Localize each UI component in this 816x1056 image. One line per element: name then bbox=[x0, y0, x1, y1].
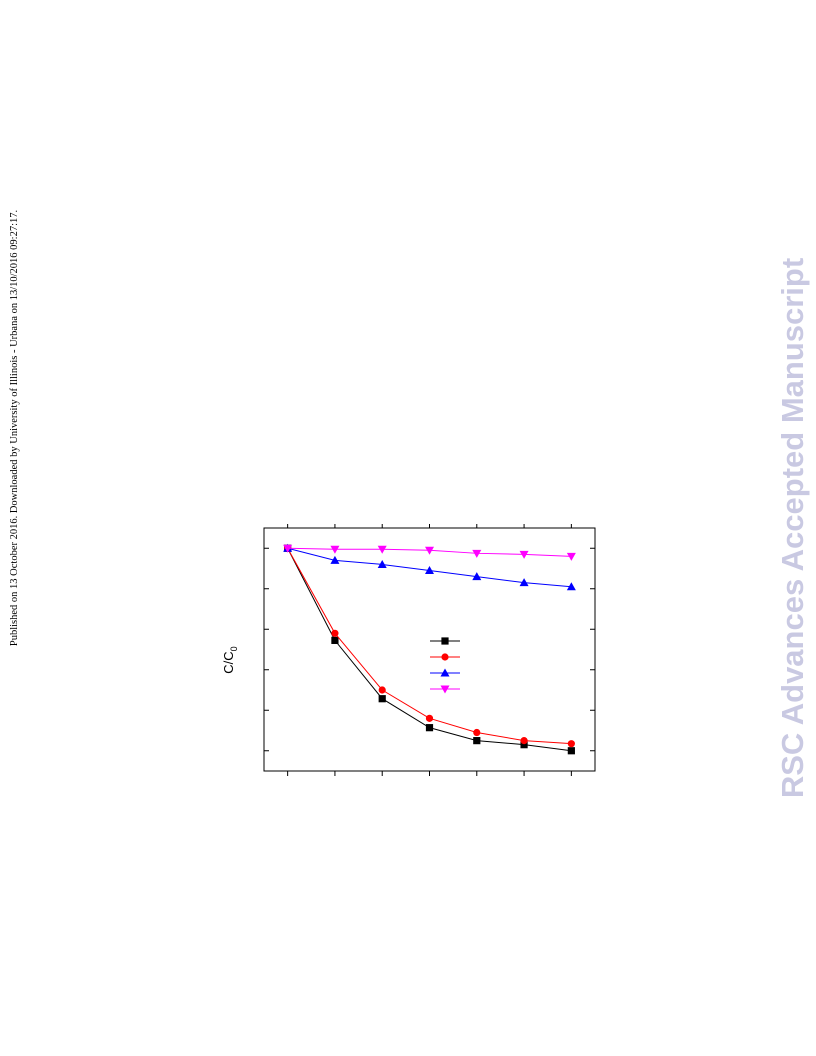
marker bbox=[425, 546, 434, 555]
marker bbox=[330, 545, 340, 554]
marker bbox=[472, 549, 482, 558]
marker bbox=[520, 737, 528, 745]
marker bbox=[519, 578, 529, 587]
marker bbox=[425, 724, 434, 732]
marker bbox=[520, 741, 528, 749]
marker bbox=[472, 572, 482, 581]
legend-marker bbox=[440, 685, 450, 694]
legend-marker bbox=[441, 653, 449, 661]
legend-marker bbox=[440, 668, 450, 677]
y-label-sub: 0 bbox=[229, 646, 239, 651]
marker bbox=[519, 550, 529, 559]
y-axis-label: C/C0 bbox=[221, 646, 239, 673]
marker bbox=[473, 737, 481, 745]
series-line bbox=[287, 548, 572, 745]
marker bbox=[425, 714, 434, 722]
marker bbox=[566, 582, 576, 591]
marker bbox=[567, 747, 575, 755]
marker bbox=[378, 686, 386, 694]
marker bbox=[283, 544, 293, 553]
watermark: RSC Advances Accepted Manuscript bbox=[775, 258, 810, 798]
marker bbox=[331, 629, 339, 637]
marker bbox=[377, 559, 387, 568]
plot-frame bbox=[263, 527, 596, 772]
marker bbox=[377, 545, 387, 554]
marker bbox=[378, 695, 386, 703]
marker bbox=[331, 636, 339, 644]
legend-marker bbox=[441, 637, 449, 645]
marker bbox=[473, 728, 481, 737]
marker bbox=[566, 552, 576, 561]
side-note: Published on 13 October 2016. Downloaded… bbox=[9, 210, 20, 646]
marker bbox=[425, 566, 434, 575]
marker bbox=[330, 555, 340, 564]
marker bbox=[567, 740, 575, 748]
y-label-main: C/C bbox=[221, 651, 236, 673]
